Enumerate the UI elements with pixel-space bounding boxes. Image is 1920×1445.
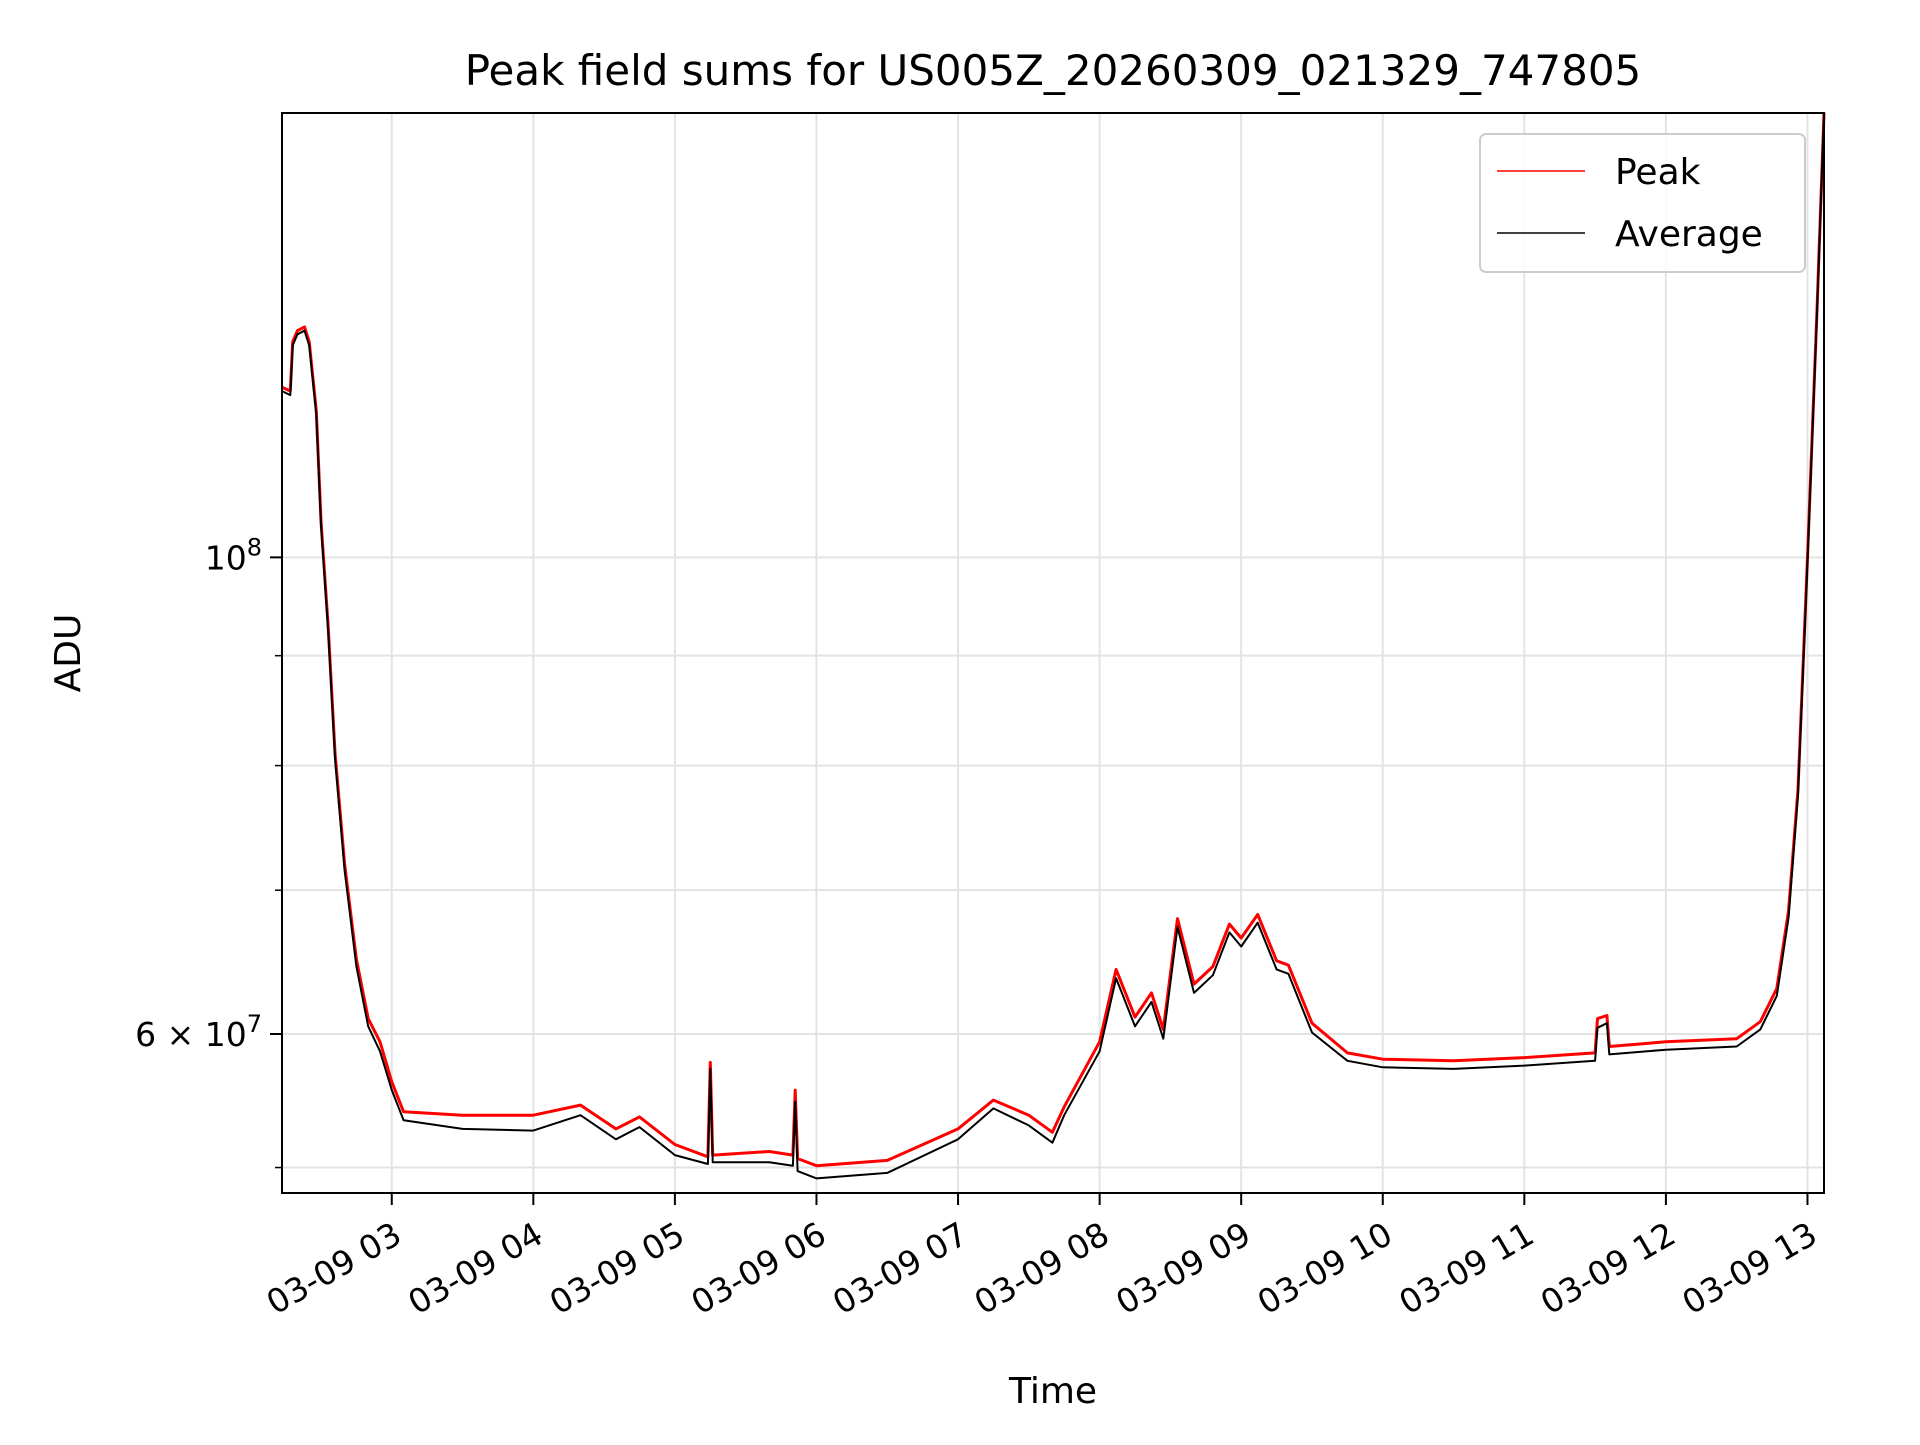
legend-label-peak: Peak [1615,152,1701,193]
grid-lines [282,113,1824,1193]
legend-box [1479,133,1806,273]
chart-title: Peak field sums for US005Z_20260309_0213… [465,46,1642,95]
series-lines [281,112,1826,1180]
x-axis-label: Time [1008,1371,1097,1412]
plot-frame [281,112,1825,1194]
y-axis-label: ADU [48,614,89,693]
legend: Peak Average [1479,133,1806,273]
y-tick-label: 108 [205,533,262,577]
y-tick-label: 6 × 107 [135,1010,262,1054]
series-line-average [281,112,1825,1180]
legend-label-average: Average [1615,214,1763,255]
